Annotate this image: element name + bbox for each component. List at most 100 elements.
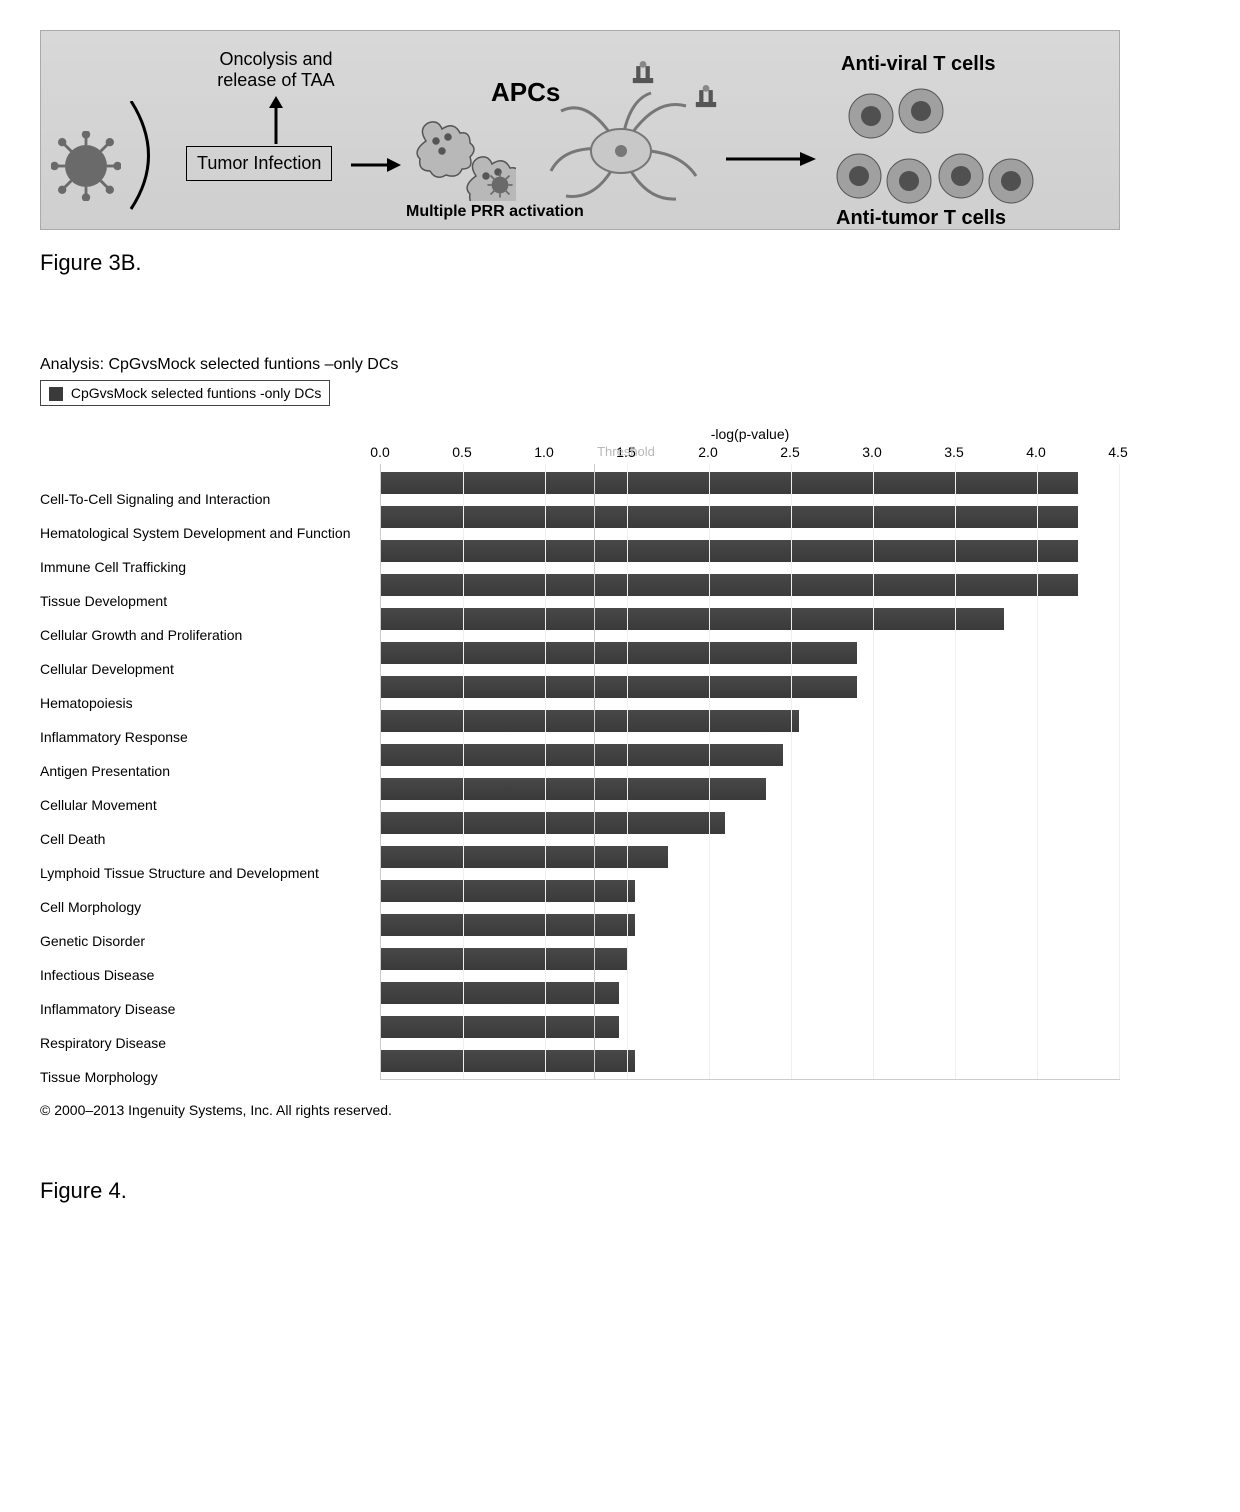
bar [381,574,1078,596]
axis-title: -log(p-value) [380,426,1120,442]
tcells-bottom-icon [831,141,1051,216]
analysis-title: Analysis: CpGvsMock selected funtions –o… [40,356,1200,374]
bar [381,506,1078,528]
grid-line [545,464,546,1079]
grid-line [873,464,874,1079]
category-label: Immune Cell Trafficking [40,550,380,584]
bar-row [381,500,1078,534]
bar [381,880,635,902]
figure-3b-panel: Oncolysis and release of TAA Tumor Infec… [40,30,1120,230]
tumor-infection-label: Tumor Infection [197,153,321,173]
bar [381,1016,619,1038]
bar [381,914,635,936]
bars-container [381,466,1078,1078]
grid-line [627,464,628,1079]
bar-row [381,1010,1078,1044]
tumor-infection-box: Tumor Infection [186,146,332,181]
figure-4-caption: Figure 4. [40,1178,1200,1204]
grid-line [955,464,956,1079]
oncolysis-label: Oncolysis and release of TAA [191,49,361,91]
bar [381,744,783,766]
arrow-right-2-icon [726,149,816,169]
bar-row [381,670,1078,704]
bar-row [381,704,1078,738]
category-label: Cell Death [40,822,380,856]
bar-row [381,806,1078,840]
category-label: Hematological System Development and Fun… [40,516,380,550]
legend-box: CpGvsMock selected funtions -only DCs [40,380,330,406]
bar-row [381,1044,1078,1078]
bar [381,812,725,834]
bar [381,982,619,1004]
large-dendritic-icon [536,91,706,216]
mhc-icon-1 [626,61,660,100]
bar [381,540,1078,562]
grid-line [1119,464,1120,1079]
grid-line [791,464,792,1079]
bar-row [381,976,1078,1010]
bar-row [381,602,1078,636]
tick-label: 4.0 [1026,444,1045,460]
copyright-text: © 2000–2013 Ingenuity Systems, Inc. All … [40,1102,1200,1118]
legend-label: CpGvsMock selected funtions -only DCs [71,385,322,401]
bar [381,676,857,698]
category-label: Cellular Growth and Proliferation [40,618,380,652]
bar [381,642,857,664]
antiviral-label: Anti-viral T cells [841,53,996,76]
tick-label: 3.0 [862,444,881,460]
curve-icon [121,101,181,211]
chart-axis-ticks: 0.00.51.01.52.02.53.03.54.04.5Threshold [380,444,1120,464]
bar-row [381,840,1078,874]
category-label: Cell-To-Cell Signaling and Interaction [40,482,380,516]
bar-row [381,942,1078,976]
category-label: Cell Morphology [40,890,380,924]
oncolysis-text: Oncolysis and release of TAA [217,49,334,90]
category-label: Antigen Presentation [40,754,380,788]
chart-plot: -log(p-value) 0.00.51.01.52.02.53.03.54.… [380,426,1120,1094]
virus-icon [51,131,121,206]
figure-3b-caption: Figure 3B. [40,250,1200,276]
bar-row [381,772,1078,806]
bar [381,710,799,732]
grid-line [1037,464,1038,1079]
grid-line [709,464,710,1079]
category-label: Tissue Morphology [40,1060,380,1094]
arrow-up-icon [266,96,286,144]
tick-label: 1.0 [534,444,553,460]
bar-row [381,534,1078,568]
bar-row [381,466,1078,500]
plot-area [380,464,1120,1080]
threshold-line [594,464,595,1079]
category-label: Infectious Disease [40,958,380,992]
bar-row [381,908,1078,942]
grid-line [463,464,464,1079]
category-label: Hematopoiesis [40,686,380,720]
tick-label: 4.5 [1108,444,1127,460]
category-label: Lymphoid Tissue Structure and Developmen… [40,856,380,890]
category-label: Cellular Movement [40,788,380,822]
bar-row [381,568,1078,602]
bar [381,948,627,970]
bar-row [381,636,1078,670]
category-label: Inflammatory Response [40,720,380,754]
small-virus-icon [486,171,514,204]
bar [381,846,668,868]
tick-label: 2.5 [780,444,799,460]
tick-label: 0.0 [370,444,389,460]
bar [381,608,1004,630]
threshold-label: Threshold [597,444,655,459]
category-label: Tissue Development [40,584,380,618]
category-label: Inflammatory Disease [40,992,380,1026]
category-label: Genetic Disorder [40,924,380,958]
tick-label: 0.5 [452,444,471,460]
antitumor-label: Anti-tumor T cells [836,207,1006,230]
tick-label: 3.5 [944,444,963,460]
arrow-right-1-icon [351,155,401,175]
bar-row [381,738,1078,772]
bar-row [381,874,1078,908]
bar [381,1050,635,1072]
bar [381,472,1078,494]
tick-label: 2.0 [698,444,717,460]
bar-chart: Cell-To-Cell Signaling and InteractionHe… [40,426,1120,1094]
legend-swatch-icon [49,387,63,401]
